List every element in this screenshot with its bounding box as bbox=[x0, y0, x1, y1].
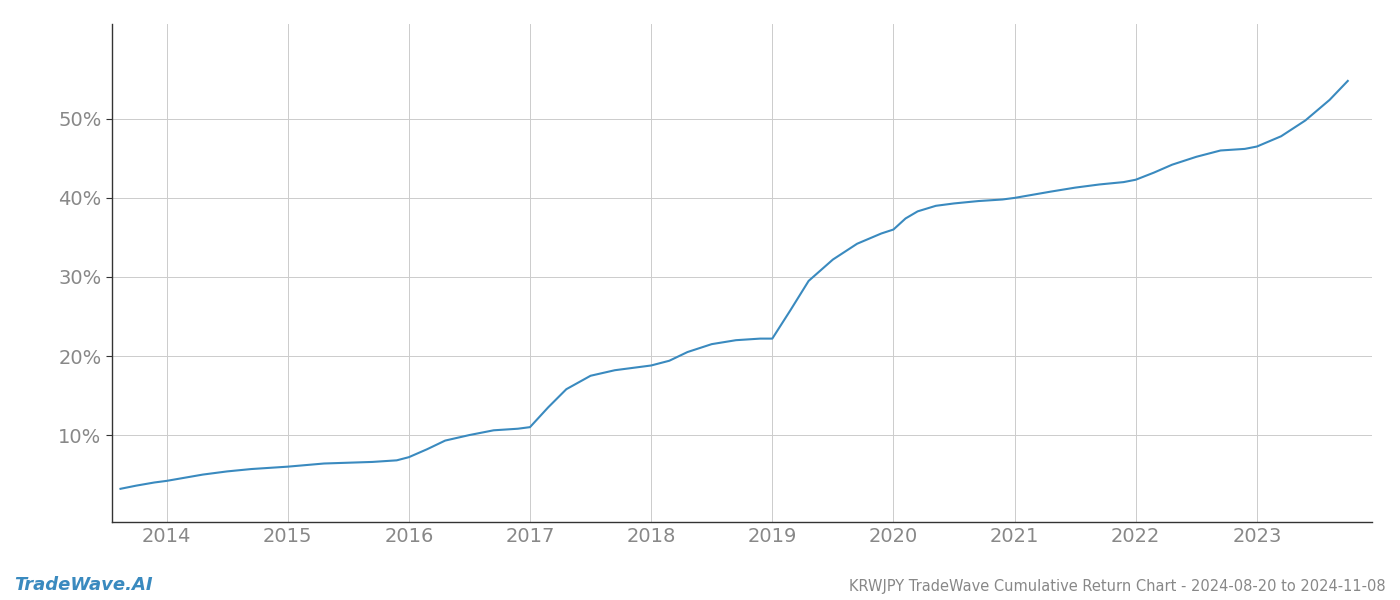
Text: KRWJPY TradeWave Cumulative Return Chart - 2024-08-20 to 2024-11-08: KRWJPY TradeWave Cumulative Return Chart… bbox=[850, 579, 1386, 594]
Text: TradeWave.AI: TradeWave.AI bbox=[14, 576, 153, 594]
